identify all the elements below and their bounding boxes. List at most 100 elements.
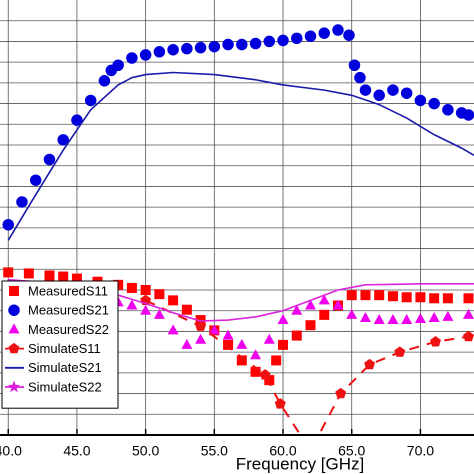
marker (222, 329, 234, 340)
marker (249, 37, 262, 50)
marker (57, 134, 69, 146)
marker (354, 71, 366, 84)
marker (58, 271, 69, 282)
marker (8, 323, 20, 334)
marker (359, 84, 372, 96)
marker (84, 94, 97, 107)
marker (305, 320, 316, 331)
marker (305, 299, 317, 310)
marker (332, 24, 344, 36)
x-tick-label: 60.0 (269, 443, 296, 459)
marker (400, 87, 413, 99)
marker (236, 355, 247, 366)
marker (126, 299, 138, 310)
marker (332, 299, 344, 310)
marker (463, 330, 474, 342)
marker (428, 311, 440, 322)
marker (373, 314, 385, 325)
marker (401, 292, 412, 303)
marker (250, 366, 261, 377)
series-line (7, 71, 474, 241)
marker (181, 42, 193, 55)
marker (401, 314, 413, 325)
marker (346, 290, 357, 301)
marker (414, 313, 426, 323)
marker (319, 309, 330, 320)
marker (463, 293, 474, 304)
legend-label: MeasuredS22 (28, 322, 109, 337)
marker (415, 292, 426, 303)
marker (208, 324, 220, 335)
marker (428, 97, 440, 110)
x-tick-label: 65.0 (338, 443, 365, 459)
marker (140, 304, 152, 315)
marker (139, 49, 152, 61)
series-line (8, 278, 474, 322)
marker (348, 59, 361, 71)
marker (23, 268, 34, 279)
marker (274, 398, 286, 409)
marker (359, 311, 371, 322)
marker (126, 52, 138, 64)
marker (442, 293, 453, 304)
marker (195, 320, 207, 331)
marker (9, 286, 19, 296)
marker (442, 104, 454, 116)
marker (126, 282, 137, 293)
x-tick-label: 50.0 (132, 443, 159, 459)
marker (71, 114, 83, 126)
marker (223, 339, 234, 350)
marker (259, 369, 271, 380)
marker (343, 29, 355, 41)
marker (360, 290, 371, 301)
x-tick-label: 40.0 (0, 443, 22, 459)
legend-label: SimulateS22 (28, 379, 102, 394)
marker (429, 293, 440, 304)
marker (263, 333, 275, 344)
marker (430, 336, 441, 347)
marker (168, 295, 179, 306)
marker (222, 38, 234, 51)
marker (208, 40, 221, 53)
marker (277, 34, 289, 47)
marker (29, 174, 42, 186)
marker (16, 196, 28, 208)
marker (387, 314, 399, 325)
marker (3, 267, 14, 278)
legend-label: MeasuredS11 (28, 283, 108, 298)
marker (195, 333, 207, 344)
marker (8, 342, 20, 354)
x-tick-label: 55.0 (201, 443, 228, 459)
marker (181, 338, 193, 349)
marker (318, 294, 330, 305)
marker (263, 35, 276, 48)
marker (442, 310, 454, 321)
marker (44, 270, 55, 281)
marker (154, 289, 165, 300)
marker (7, 380, 21, 393)
marker (277, 314, 289, 325)
marker (153, 308, 165, 319)
marker (346, 308, 358, 319)
marker (112, 59, 124, 71)
marker (463, 308, 474, 319)
legend-label: SimulateS21 (28, 360, 102, 375)
marker (153, 46, 166, 58)
marker (271, 355, 282, 366)
marker (387, 84, 399, 96)
marker (364, 358, 376, 370)
marker (291, 304, 303, 315)
marker (278, 339, 289, 350)
series-line (145, 299, 469, 435)
marker (194, 41, 207, 54)
marker (250, 349, 262, 360)
marker (264, 375, 275, 386)
marker (2, 219, 14, 231)
marker (394, 346, 406, 357)
marker (236, 38, 248, 51)
marker (140, 285, 151, 295)
marker (335, 387, 347, 399)
marker (167, 324, 179, 335)
marker (373, 89, 385, 102)
